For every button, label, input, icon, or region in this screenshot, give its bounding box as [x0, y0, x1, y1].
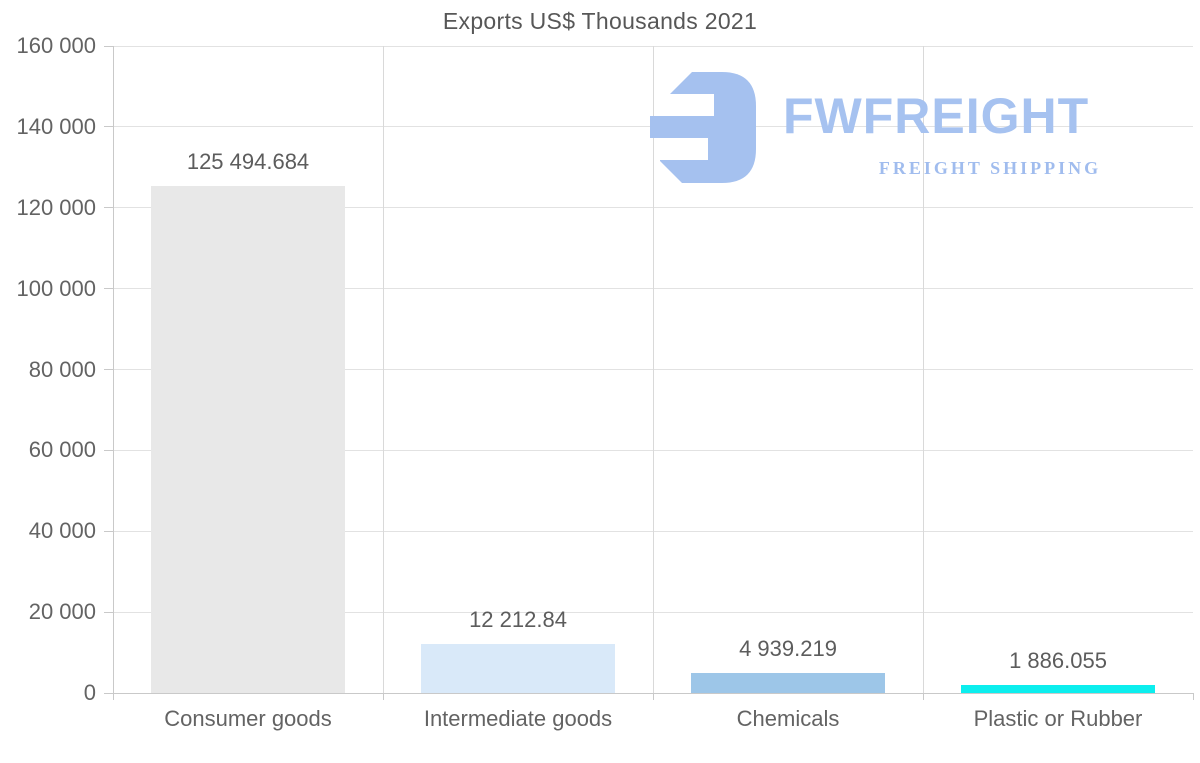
brand-watermark: FWFREIGHT FREIGHT SHIPPING — [650, 70, 1150, 185]
y-axis-tick — [104, 126, 113, 128]
y-axis-tick-label: 20 000 — [28, 599, 96, 625]
y-axis-tick-label: 80 000 — [28, 356, 96, 382]
bar-chemicals — [691, 673, 885, 693]
y-axis-tick-label: 100 000 — [16, 275, 96, 301]
y-axis-tick — [104, 449, 113, 451]
x-axis-tick — [112, 693, 114, 700]
y-axis-tick — [104, 530, 113, 532]
bar-value-label: 125 494.684 — [186, 149, 310, 174]
y-axis-tick — [104, 288, 113, 290]
x-axis-category-label: Consumer goods — [164, 706, 332, 731]
bar-plastic-or-rubber — [961, 685, 1155, 693]
y-axis-line — [112, 46, 114, 700]
x-axis-baseline — [113, 692, 1193, 694]
y-axis-tick-label: 160 000 — [16, 33, 96, 58]
x-axis-tick — [382, 693, 384, 700]
y-axis-tick — [104, 45, 113, 47]
x-gridline — [382, 46, 384, 693]
y-axis-tick-label: 0 — [83, 680, 96, 705]
y-axis-tick — [104, 611, 113, 613]
fwfreight-logo-icon — [650, 72, 756, 188]
brand-tagline: FREIGHT SHIPPING — [878, 158, 1102, 178]
y-axis-tick-label: 60 000 — [28, 437, 96, 463]
x-gridline — [922, 46, 924, 693]
x-gridline — [652, 46, 654, 693]
x-axis-tick — [1192, 693, 1194, 700]
x-axis-tick — [652, 693, 654, 700]
brand-name: FWFREIGHT — [783, 88, 1090, 144]
x-axis-category-label: Chemicals — [736, 706, 840, 731]
y-axis-tick — [104, 692, 113, 694]
bar-value-label: 12 212.84 — [469, 607, 567, 632]
chart-title: Exports US$ Thousands 2021 — [442, 8, 758, 34]
bar-value-label: 1 886.055 — [1009, 648, 1107, 673]
x-axis-category-label: Plastic or Rubber — [973, 706, 1143, 731]
x-axis-category-label: Intermediate goods — [423, 706, 613, 731]
bar-consumer-goods — [151, 186, 345, 693]
bar-intermediate-goods — [421, 644, 615, 693]
bar-value-label: 4 939.219 — [739, 636, 837, 661]
y-axis-tick-label: 140 000 — [16, 113, 96, 139]
x-axis-tick — [922, 693, 924, 700]
y-axis-tick-label: 120 000 — [16, 194, 96, 220]
y-axis-tick — [104, 369, 113, 370]
y-axis-tick-label: 40 000 — [28, 518, 96, 544]
y-axis-tick — [104, 207, 113, 209]
